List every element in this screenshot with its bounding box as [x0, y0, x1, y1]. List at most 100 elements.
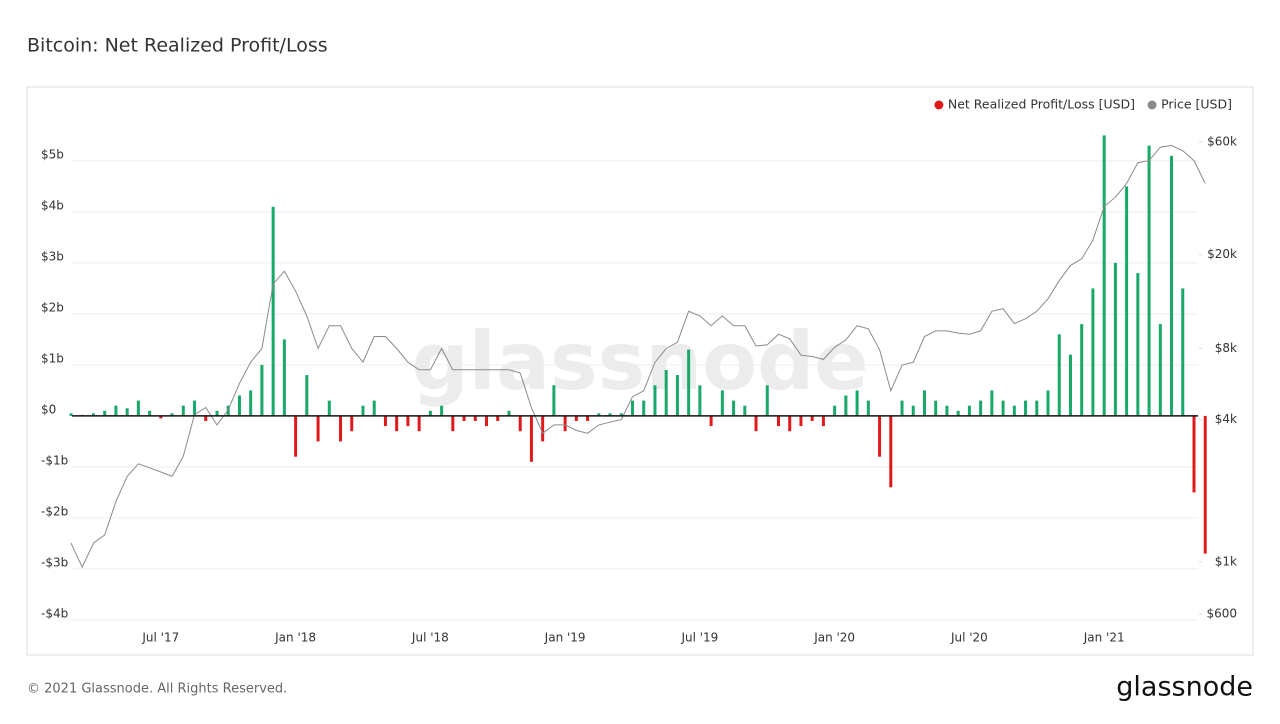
profit-loss-bar — [776, 415, 780, 427]
profit-loss-bar — [181, 405, 185, 416]
profit-loss-bar — [956, 410, 960, 416]
profit-loss-bar — [496, 415, 500, 421]
profit-loss-bar — [1181, 288, 1185, 416]
profit-loss-bar — [193, 400, 197, 416]
profit-loss-bar — [428, 410, 432, 416]
profit-loss-bar — [698, 385, 702, 416]
profit-loss-bar — [372, 400, 376, 416]
legend-label: Price [USD] — [1161, 97, 1232, 112]
watermark: glassnode — [411, 315, 868, 408]
profit-loss-bar — [69, 413, 73, 416]
y-tick-label: $0 — [41, 402, 56, 416]
profit-loss-bar — [1170, 155, 1174, 416]
y2-tick-label: $4k — [1215, 412, 1237, 426]
profit-loss-bar — [1192, 415, 1196, 493]
profit-loss-bar — [709, 415, 713, 427]
profit-loss-bar — [1012, 405, 1016, 416]
profit-loss-bar — [417, 415, 421, 432]
profit-loss-bar — [1102, 135, 1106, 416]
profit-loss-bar — [990, 390, 994, 416]
profit-loss-bar — [361, 405, 365, 416]
profit-loss-bar — [1158, 324, 1162, 416]
profit-loss-bar — [215, 410, 219, 416]
y2-tick-label: $60k — [1207, 134, 1237, 148]
profit-loss-bar — [687, 349, 691, 416]
profit-loss-bar — [675, 375, 679, 416]
y2-tick-label: $20k — [1207, 247, 1237, 261]
x-tick-label: Jan '18 — [274, 631, 316, 645]
profit-loss-bar — [1024, 400, 1028, 416]
legend-label: Net Realized Profit/Loss [USD] — [948, 97, 1135, 112]
profit-loss-bar — [339, 415, 343, 442]
profit-loss-bar — [440, 405, 444, 416]
profit-loss-bar — [1125, 186, 1129, 416]
profit-loss-bar — [889, 415, 893, 488]
profit-loss-bar — [664, 370, 668, 416]
profit-loss-bar — [979, 400, 983, 416]
x-tick-label: Jan '19 — [544, 631, 586, 645]
profit-loss-bar — [743, 405, 747, 416]
x-tick-label: Jan '21 — [1083, 631, 1125, 645]
profit-loss-bar — [765, 385, 769, 416]
profit-loss-bar — [844, 395, 848, 416]
profit-loss-bar — [305, 375, 309, 416]
profit-loss-bar — [810, 415, 814, 421]
profit-loss-bar — [1091, 288, 1095, 416]
profit-loss-bar — [619, 413, 623, 416]
profit-loss-bar — [922, 390, 926, 416]
profit-loss-bar — [518, 415, 522, 432]
y-tick-label: $2b — [41, 300, 64, 314]
profit-loss-bar — [170, 413, 174, 416]
profit-loss-bar — [866, 400, 870, 416]
profit-loss-bar — [608, 413, 612, 416]
x-tick-label: Jul '18 — [411, 631, 449, 645]
profit-loss-bar — [855, 390, 859, 416]
profit-loss-bar — [462, 415, 466, 421]
y2-tick-label: $8k — [1215, 341, 1237, 355]
profit-loss-bar — [507, 410, 511, 416]
profit-loss-bar — [282, 339, 286, 416]
profit-loss-bar — [204, 415, 208, 421]
profit-loss-bar — [563, 415, 567, 432]
profit-loss-bar — [1046, 390, 1050, 416]
profit-loss-bar — [574, 415, 578, 421]
profit-loss-bar — [653, 385, 657, 416]
y-tick-label: $4b — [41, 198, 64, 212]
profit-loss-bar — [541, 415, 545, 442]
profit-loss-bar — [114, 405, 118, 416]
profit-loss-bar — [911, 405, 915, 416]
profit-loss-bar — [788, 415, 792, 432]
profit-loss-bar — [1035, 400, 1039, 416]
profit-loss-bar — [395, 415, 399, 432]
profit-loss-bar — [91, 413, 95, 416]
price-line — [70, 144, 1206, 569]
y-tick-label: -$4b — [41, 606, 68, 620]
profit-loss-bar — [720, 390, 724, 416]
x-tick-label: Jul '19 — [680, 631, 718, 645]
profit-loss-bar — [271, 206, 275, 416]
profit-loss-bar — [1057, 334, 1061, 416]
profit-loss-bar — [967, 405, 971, 416]
profit-loss-bar — [878, 415, 882, 457]
profit-loss-bar — [316, 415, 320, 442]
profit-loss-bar — [406, 415, 410, 427]
profit-loss-bar — [597, 413, 601, 416]
chart-title: Bitcoin: Net Realized Profit/Loss — [27, 35, 328, 57]
profit-loss-bar — [900, 400, 904, 416]
x-tick-label: Jul '17 — [141, 631, 179, 645]
y-tick-label: $5b — [41, 147, 64, 161]
profit-loss-bar — [1203, 415, 1207, 554]
y-tick-label: $3b — [41, 249, 64, 263]
y-tick-label: $1b — [41, 351, 64, 365]
profit-loss-bar — [451, 415, 455, 432]
profit-loss-bar — [1080, 324, 1084, 416]
profit-loss-bar — [473, 415, 477, 421]
profit-loss-bar — [1068, 354, 1072, 416]
x-tick-label: Jul '20 — [950, 631, 988, 645]
profit-loss-bar — [945, 405, 949, 416]
profit-loss-bar — [1001, 400, 1005, 416]
profit-loss-bar — [1136, 273, 1140, 416]
y-tick-label: -$1b — [41, 453, 68, 467]
y-tick-label: -$2b — [41, 504, 68, 518]
y2-tick-label: $1k — [1215, 554, 1237, 568]
